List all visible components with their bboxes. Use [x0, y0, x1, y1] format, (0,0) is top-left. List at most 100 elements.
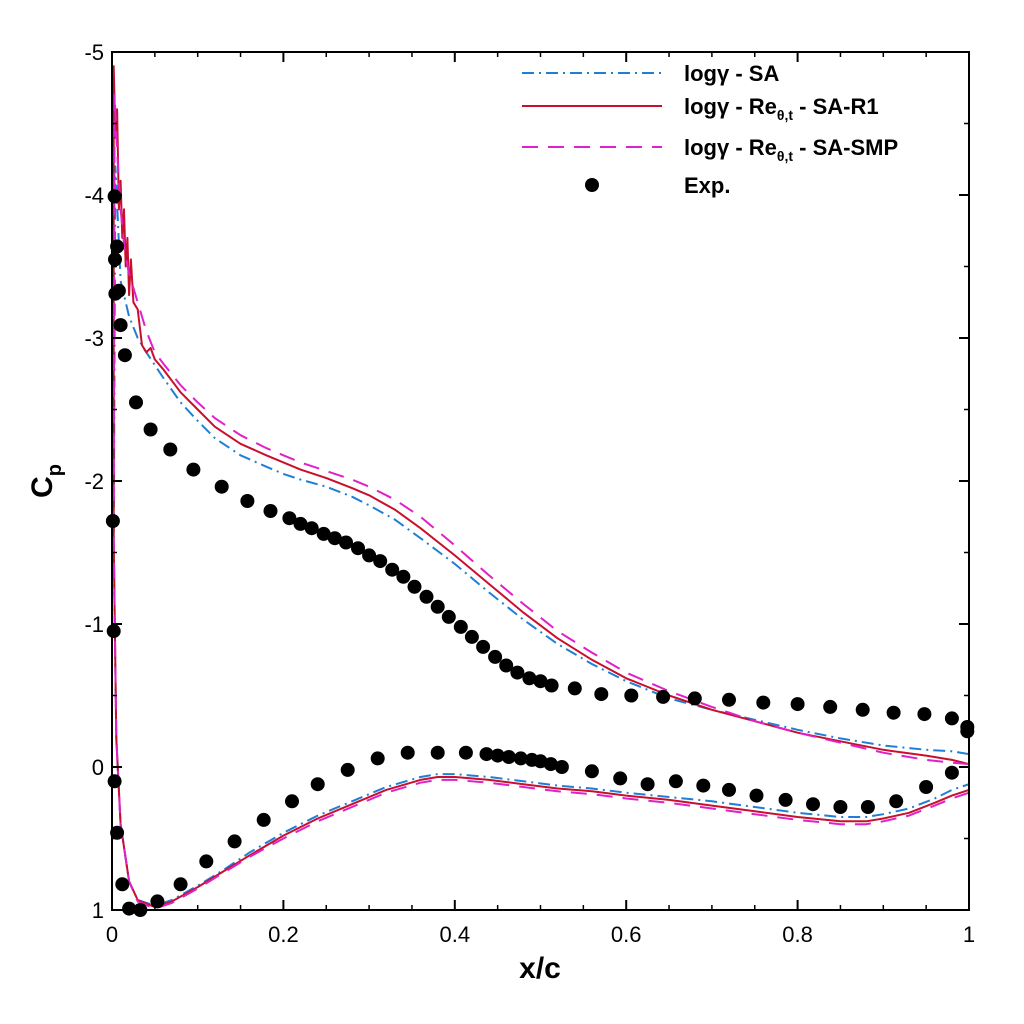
exp-point — [488, 649, 503, 664]
exp-point — [310, 777, 325, 792]
exp-point — [696, 778, 711, 793]
x-tick-label: 0.2 — [268, 922, 299, 947]
x-tick-label: 0 — [106, 922, 118, 947]
exp-point — [111, 283, 126, 298]
series-layer — [112, 65, 969, 910]
exp-point — [554, 760, 569, 774]
legend-marker-exp — [585, 178, 599, 192]
y-tick-label: -2 — [84, 469, 104, 494]
x-tick-label: 0.6 — [611, 922, 642, 947]
exp-point — [522, 671, 537, 686]
exp-point — [594, 687, 609, 702]
x-tick-label: 0.4 — [440, 922, 471, 947]
y-tick-label: 1 — [92, 898, 104, 923]
exp-point — [373, 554, 388, 569]
exp-point — [833, 800, 848, 814]
exp-point — [656, 689, 671, 704]
exp-point — [107, 774, 122, 789]
exp-point — [316, 526, 331, 541]
legend: logγ - SA logγ - Reθ,t - SA-R1 logγ - Re… — [522, 61, 898, 198]
exp-point — [668, 774, 683, 789]
exp-point — [186, 462, 201, 477]
exp-point — [722, 692, 736, 707]
y-axis-title-group: Cp — [26, 464, 66, 498]
exp-point — [173, 877, 188, 892]
y-tick-label: -4 — [84, 183, 104, 208]
y-axis-title-sub: p — [44, 464, 66, 476]
exp-point — [790, 697, 805, 712]
exp-point — [293, 516, 308, 531]
exp-point — [362, 548, 377, 563]
exp-point — [419, 589, 434, 604]
exp-point — [855, 702, 870, 717]
series-line-2 — [112, 93, 969, 910]
y-tick-label: 0 — [92, 755, 104, 780]
legend-label-sa-smp: logγ - Reθ,t - SA-SMP — [684, 135, 898, 164]
exp-point — [501, 750, 516, 764]
exp-point — [917, 707, 932, 722]
x-tick-label: 0.8 — [782, 922, 813, 947]
series-line-1 — [112, 65, 969, 909]
y-axis-title-main: C — [26, 476, 59, 498]
exp-point — [806, 797, 820, 812]
exp-point — [400, 745, 415, 760]
exp-point — [624, 688, 639, 703]
legend-label-sa: logγ - SA — [684, 61, 779, 86]
exp-point — [256, 812, 271, 827]
exp-point — [722, 782, 736, 797]
exp-point — [860, 800, 875, 814]
exp-point — [339, 535, 353, 550]
exp-point — [510, 665, 525, 680]
exp-point — [282, 511, 297, 526]
exp-point — [584, 764, 599, 779]
exp-point — [567, 681, 582, 696]
exp-point — [304, 521, 319, 536]
exp-point — [453, 619, 468, 634]
exp-point — [960, 724, 975, 739]
exp-point — [129, 395, 143, 410]
exp-point — [263, 504, 278, 518]
exp-point — [458, 745, 473, 760]
legend-label-sa-r1: logγ - Reθ,t - SA-R1 — [684, 94, 879, 123]
exp-point — [919, 780, 934, 794]
exp-point — [430, 745, 445, 760]
exp-point — [640, 777, 655, 792]
exp-point — [143, 422, 158, 437]
exp-point — [479, 747, 494, 762]
exp-point — [524, 752, 539, 767]
exp-point — [687, 691, 702, 706]
exp-point — [749, 788, 764, 803]
exp-point — [476, 639, 491, 654]
y-tick-label: -5 — [84, 40, 104, 65]
exp-point — [199, 854, 214, 869]
exp-point — [513, 751, 528, 766]
exp-point — [756, 695, 771, 710]
exp-point — [370, 751, 385, 766]
exp-point — [327, 531, 342, 546]
exp-point — [613, 771, 628, 786]
exp-point — [944, 711, 959, 726]
y-tick-label: -1 — [84, 612, 104, 637]
exp-point — [107, 189, 122, 204]
exp-point — [407, 579, 422, 594]
exp-point — [122, 901, 137, 916]
exp-point — [889, 794, 904, 809]
y-tick-label: -3 — [84, 326, 104, 351]
ticks-layer: 0 0.2 0.4 0.6 0.8 1-5-4-3-2-101 — [84, 40, 975, 947]
exp-point — [150, 894, 165, 909]
exp-point — [464, 629, 479, 644]
exp-point — [396, 569, 411, 584]
x-axis-title: x/c — [519, 952, 561, 985]
exp-point — [110, 825, 125, 840]
exp-point — [823, 699, 838, 714]
exp-point — [163, 442, 178, 457]
exp-point — [117, 348, 132, 363]
exp-point — [499, 658, 514, 673]
exp-point — [115, 877, 130, 892]
exp-point — [106, 624, 121, 639]
exp-point — [944, 765, 959, 780]
exp-point — [490, 748, 505, 763]
